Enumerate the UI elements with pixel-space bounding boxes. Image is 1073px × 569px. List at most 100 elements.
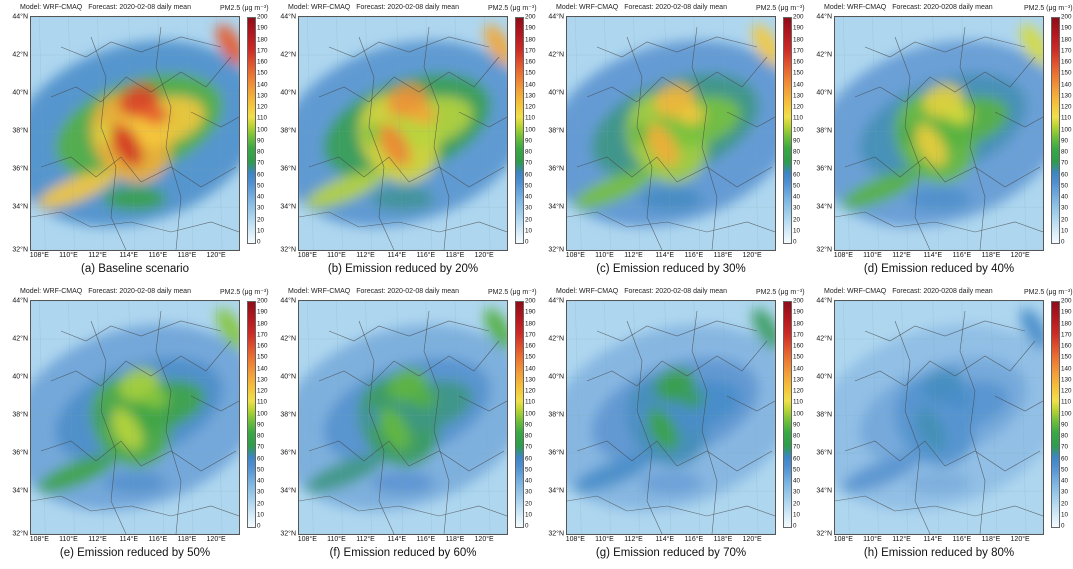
colorbar: [1051, 301, 1060, 528]
pollution-plume: [143, 105, 169, 125]
province-boundary: [691, 26, 718, 250]
colorbar-tick-label: 40: [1061, 193, 1069, 201]
pm25-map: [566, 16, 776, 251]
panel-caption: (c) Emission reduced by 30%: [596, 263, 746, 275]
model-label: Model: WRF-CMAQ: [20, 4, 83, 11]
latitude-tick-label: 44°N: [548, 13, 564, 21]
latitude-tick-label: 38°N: [548, 411, 564, 419]
colorbar-tick-label: 50: [525, 466, 533, 474]
longitude-tick-label: 120°E: [742, 252, 762, 259]
pm25-concentration-field: [299, 17, 507, 250]
longitude-tick-label: 112°E: [356, 536, 375, 543]
latitude-tick-label: 38°N: [816, 127, 832, 135]
map-panel: Model: WRF-CMAQ Forecast: 2020-02-08 dail…: [268, 0, 536, 284]
pm25-concentration-field: [567, 301, 775, 534]
longitude-tick-label: 118°E: [981, 252, 1001, 259]
province-boundary: [90, 320, 127, 534]
pollution-plume: [1019, 308, 1043, 350]
colorbar-tick-label: 170: [525, 331, 536, 339]
pollution-plume: [907, 187, 971, 211]
province-boundary: [586, 340, 768, 387]
longitude-tick-label: 114°E: [387, 536, 407, 543]
pollution-plume: [947, 389, 973, 409]
map-panel: Model: WRF-CMAQ Forecast: 2020-02-08 dail…: [536, 284, 804, 568]
pollution-plume: [305, 454, 384, 493]
colorbar-tick-label: 100: [1061, 126, 1072, 133]
pollution-plume: [914, 124, 947, 167]
longitude-tick-label: 118°E: [981, 536, 1001, 543]
colorbar-tick-label: 120: [1061, 387, 1072, 395]
model-label: Model: WRF-CMAQ: [556, 4, 619, 11]
longitude-tick-label: 112°E: [892, 536, 911, 543]
longitude-tick-label: 112°E: [892, 252, 911, 259]
province-boundary: [864, 36, 1026, 58]
province-boundary: [190, 395, 239, 412]
province-boundary: [726, 395, 775, 412]
longitude-tick-label: 108°E: [29, 252, 49, 259]
longitude-tick-label: 116°E: [684, 536, 704, 543]
colorbar-tick-label: 100: [257, 126, 268, 133]
colorbar-tick-label: 180: [793, 36, 804, 43]
colorbar-tick-label: 110: [257, 114, 268, 122]
colorbar-tick-label: 70: [257, 443, 265, 451]
colorbar-tick-label: 160: [257, 58, 268, 66]
pollution-plume: [899, 121, 917, 146]
colorbar-tick-label: 150: [525, 353, 536, 361]
forecast-label: Forecast: 2020-02-08 daily mean: [88, 4, 191, 11]
longitude-tick-label: 116°E: [952, 252, 972, 259]
colorbar-tick-label: 80: [257, 148, 265, 156]
province-boundary: [328, 36, 490, 58]
province-boundary: [31, 495, 239, 517]
colorbar-tick-label: 190: [525, 308, 536, 316]
province-boundary: [596, 36, 758, 58]
colorbar-labels: 200 190 180 170 160 150 140 130 120 110 100 90 80 70 6…: [1061, 298, 1073, 530]
latitude-tick-label: 40°N: [280, 373, 296, 381]
pm25-map: [566, 300, 776, 535]
colorbar-tick-label: 40: [257, 193, 265, 201]
colorbar-tick-label: 90: [793, 137, 801, 145]
pm25-concentration-field: [31, 17, 239, 250]
province-boundary: [423, 310, 450, 534]
latitude-tick-label: 38°N: [548, 127, 564, 135]
colorbar-tick-label: 20: [257, 500, 265, 507]
panel-header: Model: WRF-CMAQ Forecast: 2020-02-08 dail…: [556, 288, 805, 296]
colorbar-labels: 200 190 180 170 160 150 140 130 120 110 100 90 80 70 6…: [257, 297, 271, 530]
longitude-tick-label: 108°E: [565, 252, 585, 259]
latitude-tick-label: 38°N: [12, 127, 28, 135]
pollution-plume: [1019, 24, 1043, 66]
longitude-tick-label: 108°E: [297, 536, 317, 543]
latitude-tick-label: 36°N: [548, 165, 564, 173]
longitude-tick-label: 116°E: [148, 252, 168, 259]
colorbar-tick-label: 20: [1061, 216, 1069, 223]
colorbar-tick-label: 200: [793, 13, 804, 21]
colorbar-tick-label: 30: [1061, 204, 1069, 212]
latitude-tick-label: 32°N: [816, 530, 832, 538]
pm25-concentration-field: [31, 301, 239, 534]
colorbar-tick-label: 20: [793, 500, 801, 507]
latitude-tick-label: 34°N: [12, 487, 28, 495]
province-boundary: [190, 111, 239, 128]
unit-label: PM2.5 (μg m⁻³): [220, 5, 269, 12]
colorbar-tick-label: 180: [525, 36, 536, 43]
longitude-tick-label: 116°E: [952, 536, 972, 543]
longitude-tick-label: 108°E: [833, 536, 853, 543]
longitude-tick-label: 114°E: [923, 252, 943, 259]
colorbar-tick-label: 180: [525, 320, 536, 327]
colorbar-tick-label: 40: [793, 477, 801, 485]
colorbar-tick-label: 100: [257, 410, 268, 417]
colorbar-tick-label: 50: [793, 466, 801, 474]
latitude-tick-label: 40°N: [280, 89, 296, 97]
panel-caption: (f) Emission reduced by 60%: [329, 547, 477, 559]
pollution-plume: [378, 408, 411, 451]
pollution-plume: [215, 24, 239, 66]
longitude-tick-label: 118°E: [445, 252, 465, 259]
pollution-plume: [378, 124, 411, 167]
longitude-tick-label: 112°E: [88, 536, 107, 543]
province-boundary: [308, 156, 505, 188]
colorbar-tick-label: 150: [257, 353, 268, 361]
longitude-tick-label: 110°E: [595, 536, 614, 543]
pm25-concentration-field: [835, 301, 1043, 534]
colorbar-tick-label: 200: [257, 297, 268, 305]
colorbar-tick-label: 150: [793, 69, 804, 77]
colorbar-tick-label: 90: [1061, 421, 1069, 429]
